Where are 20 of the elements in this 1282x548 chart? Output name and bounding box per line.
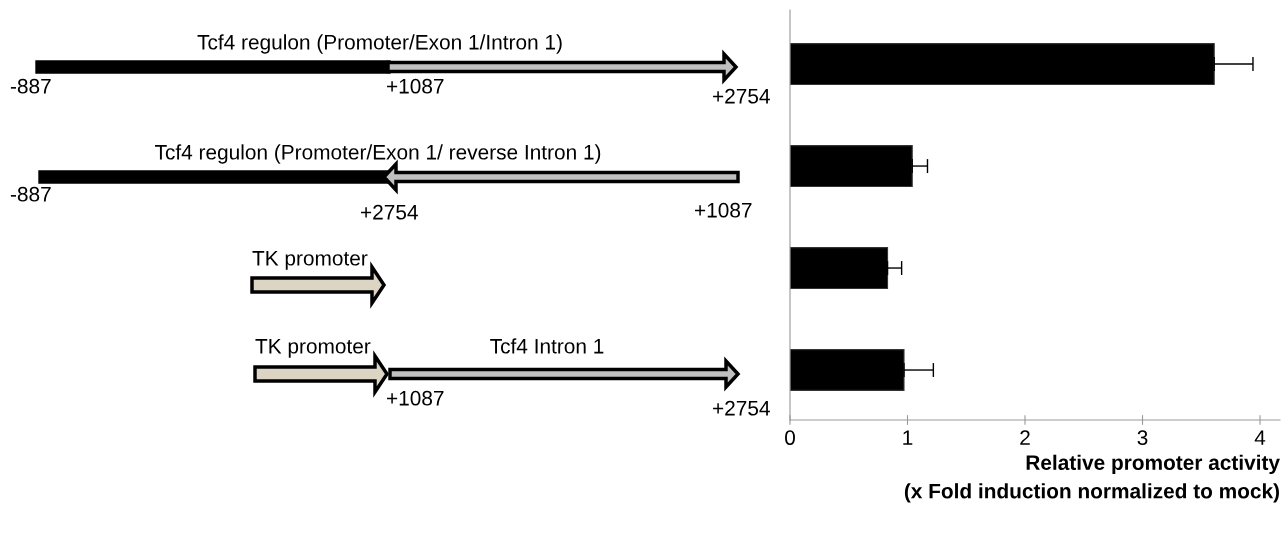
text: +1087 <box>387 78 444 94</box>
text: TK promoter <box>255 339 371 358</box>
text: Tcf4 Intron 1 <box>490 338 604 354</box>
text: -887 <box>10 78 51 94</box>
x-tick-label: 4 <box>1254 430 1266 445</box>
text: +2754 <box>361 204 418 220</box>
text: +1087 <box>387 390 444 406</box>
text: +1087 <box>695 202 752 218</box>
text: -887 <box>10 186 51 202</box>
x-tick-label: 0 <box>785 430 795 446</box>
x-tick-label: 1 <box>903 430 913 445</box>
x-axis-title: Relative promoter activity (x Fold induction normalized to mock) <box>904 454 1280 503</box>
text: Tcf4 regulon (Promoter/Exon 1/ reverse Intron 1) <box>155 144 601 164</box>
text: Tcf4 regulon (Promoter/Exon 1/Intron 1) <box>197 34 562 54</box>
x-tick-label: 2 <box>1020 430 1030 445</box>
text: TK promoter <box>252 251 368 270</box>
x-tick-label: 3 <box>1137 430 1148 446</box>
text: +2754 <box>713 88 770 104</box>
bar <box>790 349 905 391</box>
text: +2754 <box>713 400 770 416</box>
